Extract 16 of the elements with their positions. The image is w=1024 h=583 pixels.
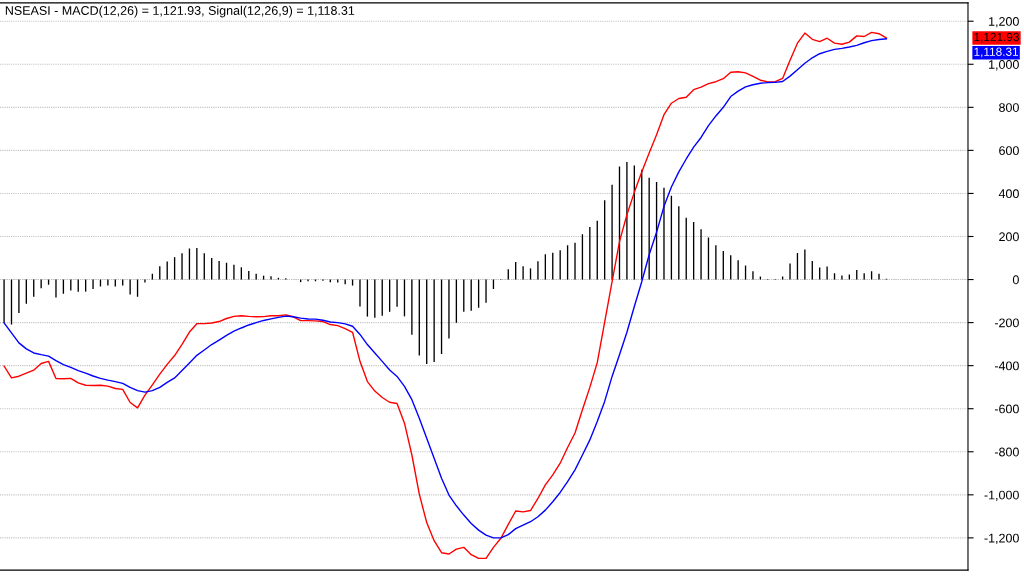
y-tick-label: -200 bbox=[994, 318, 1019, 328]
y-tick-label: -400 bbox=[994, 361, 1019, 371]
y-tick-label: -800 bbox=[994, 447, 1019, 457]
y-tick-label: -600 bbox=[994, 404, 1019, 414]
text: 1,118.31 bbox=[974, 47, 1019, 58]
y-tick-label: 200 bbox=[999, 232, 1019, 242]
y-tick-label: 600 bbox=[999, 146, 1019, 156]
y-tick-label: 1,000 bbox=[989, 60, 1019, 71]
y-tick-label: -1,200 bbox=[984, 533, 1019, 545]
chart-title: NSEASI - MACD(12,26) = 1,121.93, Signal(12,26,9) = 1,118.31 bbox=[5, 5, 355, 18]
y-tick-label: 800 bbox=[999, 103, 1019, 112]
y-tick-label: 0 bbox=[1012, 275, 1019, 285]
y-tick-label: 1,200 bbox=[989, 17, 1019, 28]
y-tick-label: 400 bbox=[998, 189, 1019, 199]
y-tick-label: -1,000 bbox=[984, 490, 1019, 501]
text: 1,121.93 bbox=[974, 32, 1019, 43]
